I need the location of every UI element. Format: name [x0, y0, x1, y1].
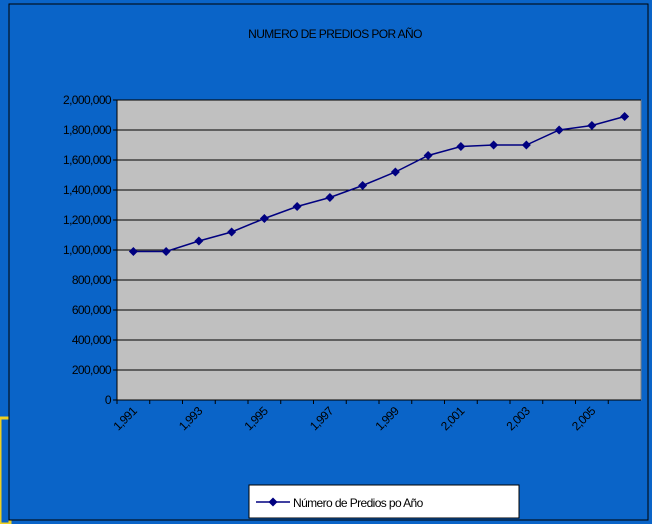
y-tick-label: 2,000,000	[63, 93, 112, 107]
data-point	[521, 140, 531, 150]
y-tick-label: 1,000,000	[63, 243, 112, 257]
data-point	[227, 227, 237, 237]
data-point	[194, 236, 204, 246]
series-line	[133, 115, 625, 253]
data-point	[128, 247, 138, 256]
y-tick-label: 1,200,000	[63, 213, 112, 227]
data-point	[358, 181, 368, 190]
y-tick-label: 400,000	[72, 333, 112, 347]
y-tick-label: 1,400,000	[63, 183, 112, 197]
y-tick-label: 600,000	[72, 303, 112, 317]
data-point	[489, 140, 499, 150]
chart-title: NUMERO DE PREDIOS POR AÑO	[248, 27, 422, 41]
data-point	[554, 125, 564, 135]
data-point	[390, 167, 400, 177]
data-point	[259, 214, 269, 223]
data-point	[456, 142, 466, 151]
y-tick-label: 200,000	[72, 363, 112, 377]
y-tick-label: 800,000	[72, 273, 112, 287]
y-tick-label: 1,800,000	[63, 123, 112, 137]
data-point	[292, 202, 302, 211]
legend-label: Número de Predios po Año	[293, 496, 424, 510]
data-point	[587, 121, 597, 130]
y-tick-label: 1,600,000	[63, 153, 112, 167]
data-point	[325, 193, 335, 202]
data-point	[423, 151, 433, 160]
data-point	[620, 112, 630, 121]
legend-marker	[268, 497, 278, 507]
legend-box	[248, 484, 520, 519]
y-tick-label: 0	[105, 393, 112, 407]
data-point	[161, 247, 171, 256]
